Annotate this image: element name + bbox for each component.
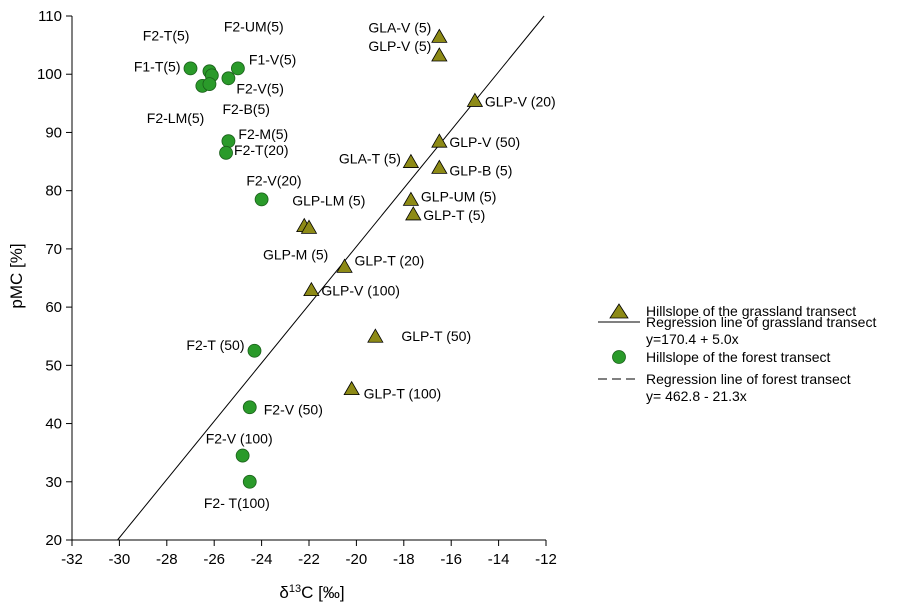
x-tick-label: -12 [535, 551, 557, 568]
x-axis-title-prefix: δ [279, 583, 288, 602]
grassland-point [343, 380, 360, 396]
point-label: F2-UM(5) [224, 18, 284, 34]
point-label: GLP-UM (5) [421, 188, 496, 204]
y-tick-label: 30 [45, 474, 62, 491]
x-axis-title: δ13C [‰] [279, 583, 344, 602]
forest-point [183, 61, 198, 76]
x-tick-label: -28 [156, 551, 178, 568]
legend-equation-forest: y= 462.8 - 21.3x [646, 388, 747, 404]
y-tick-label: 90 [45, 124, 62, 141]
x-tick-label: -16 [440, 551, 462, 568]
point-label: F2-V(20) [246, 172, 301, 188]
point-label: GLP-B (5) [449, 162, 512, 178]
point-label: F2-B(5) [222, 101, 269, 117]
point-label: GLP-V (100) [321, 283, 400, 299]
point-label: F1-T(5) [134, 58, 181, 74]
forest-point [235, 448, 250, 463]
point-label: GLA-T (5) [339, 151, 401, 167]
point-label: F2-V (100) [206, 431, 273, 447]
x-tick-label: -24 [251, 551, 273, 568]
forest-point [221, 134, 236, 149]
y-tick-label: 70 [45, 241, 62, 258]
y-tick-label: 40 [45, 416, 62, 433]
grassland-point [402, 191, 420, 206]
grassland-point [431, 133, 448, 148]
point-label: F2-M(5) [238, 126, 288, 142]
point-label: F2-T (50) [186, 337, 244, 353]
grassland-point [336, 258, 353, 273]
y-tick-label: 20 [45, 532, 62, 549]
forest-point [242, 400, 257, 415]
regression-lines [117, 15, 545, 541]
legend-equation-grassland: y=170.4 + 5.0x [646, 331, 739, 347]
legend-item-forest-points: Hillslope of the forest transect [612, 349, 831, 365]
point-label: F1-V(5) [249, 51, 296, 67]
point-label: GLP-V (50) [449, 134, 520, 150]
forest-point [202, 77, 217, 92]
forest-point [254, 192, 269, 207]
legend-item-grassland-regression: Regression line of grassland transect y=… [598, 314, 876, 347]
grassland-regression-line [117, 15, 545, 541]
grassland-point [431, 47, 448, 62]
point-label: F2-LM(5) [147, 110, 205, 126]
point-label: GLP-T (20) [355, 252, 425, 268]
point-label: GLP-V (20) [485, 93, 556, 109]
grassland-point [431, 28, 448, 43]
forest-point [242, 474, 257, 489]
x-axis-ticks: -32 -30 -28 -26 -24 -22 -20 -18 -16 -14 -12 [61, 540, 557, 568]
x-tick-label: -14 [488, 551, 510, 568]
y-axis-ticks: 20 30 40 50 60 70 80 90 100 110 [37, 8, 72, 549]
point-labels: GLA-V (5) GLP-V (5) GLP-V (20) GLP-V (50) GL… [134, 18, 556, 510]
x-axis-title-sup: 13 [289, 583, 301, 595]
point-label: GLP-M (5) [263, 246, 328, 262]
grassland-point [303, 281, 320, 297]
point-label: F2-V (50) [264, 401, 323, 417]
legend-item-forest-regression: Regression line of forest transect y= 46… [598, 371, 851, 404]
grassland-point [300, 219, 318, 234]
x-tick-label: -26 [203, 551, 225, 568]
grassland-point [405, 206, 422, 221]
point-label: F2- T(100) [204, 495, 270, 511]
x-axis-title-rest: C [‰] [301, 583, 344, 602]
legend-circle-marker [612, 350, 626, 364]
legend: Hillslope of the grassland transect Regr… [598, 303, 876, 404]
legend-item-grassland-points: Hillslope of the grassland transect [609, 303, 856, 319]
legend-label-grassland-regression: Regression line of grassland transect [646, 314, 876, 330]
point-label: F2-V(5) [236, 80, 283, 96]
x-tick-label: -32 [61, 551, 83, 568]
y-tick-label: 110 [38, 8, 62, 25]
data-points [183, 28, 484, 489]
x-tick-label: -22 [298, 551, 320, 568]
point-label: GLP-T (5) [423, 207, 485, 223]
x-tick-label: -20 [346, 551, 368, 568]
y-tick-label: 80 [45, 183, 62, 200]
grassland-point [431, 159, 448, 174]
point-label: GLP-LM (5) [292, 193, 365, 209]
grassland-point [466, 92, 484, 107]
point-label: GLP-V (5) [368, 38, 431, 54]
y-tick-label: 50 [45, 357, 62, 374]
forest-point [221, 71, 236, 86]
point-label: F2-T(20) [234, 142, 288, 158]
point-label: F2-T(5) [143, 27, 190, 43]
axes: -32 -30 -28 -26 -24 -22 -20 -18 -16 -14 -12 20 30 40… [37, 8, 557, 568]
legend-triangle-marker [609, 303, 629, 319]
y-axis-title: pMC [%] [7, 243, 26, 308]
point-label: GLP-T (50) [401, 328, 471, 344]
y-tick-label: 60 [45, 299, 62, 316]
y-tick-label: 100 [37, 66, 62, 83]
x-tick-label: -30 [109, 551, 131, 568]
point-label: GLP-T (100) [364, 386, 442, 402]
point-label: GLA-V (5) [368, 19, 431, 35]
grassland-point [402, 153, 420, 168]
legend-label-grassland-points: Hillslope of the grassland transect [646, 303, 856, 319]
forest-point [247, 343, 262, 358]
forest-point [230, 61, 245, 76]
x-tick-label: -18 [393, 551, 415, 568]
legend-label-forest-points: Hillslope of the forest transect [646, 349, 831, 365]
forest-point [219, 145, 233, 160]
grassland-point [367, 328, 384, 343]
legend-label-forest-regression: Regression line of forest transect [646, 371, 851, 387]
